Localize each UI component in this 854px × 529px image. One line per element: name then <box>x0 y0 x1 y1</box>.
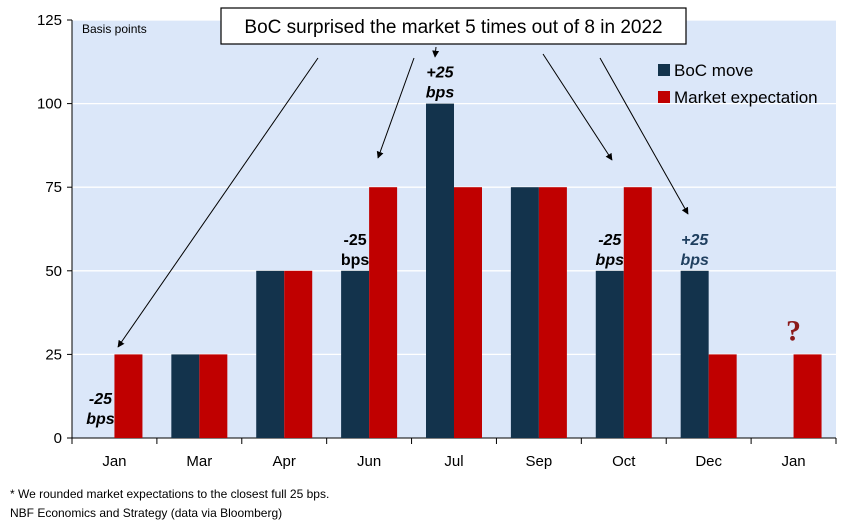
x-tick-label: Jul <box>444 453 463 470</box>
bar-market-expectation <box>369 187 398 438</box>
bps-annotation: bps <box>426 85 455 102</box>
bar-boc-move <box>256 270 285 438</box>
footnote-rounding: * We rounded market expectations to the … <box>10 487 330 501</box>
bps-annotation: bps <box>86 411 115 428</box>
legend-swatch <box>658 64 670 76</box>
bps-annotation: bps <box>596 252 625 269</box>
x-tick-label: Jan <box>781 453 805 470</box>
y-axis-label: Basis points <box>82 22 147 36</box>
y-tick-label: 50 <box>45 263 62 280</box>
bar-boc-move <box>680 270 709 438</box>
x-tick-label: Oct <box>612 453 636 470</box>
bar-boc-move <box>510 187 539 438</box>
chart-title: BoC surprised the market 5 times out of … <box>244 17 662 38</box>
x-tick-label: Dec <box>695 453 722 470</box>
annotation-arrow <box>432 46 440 58</box>
bar-market-expectation <box>623 187 652 438</box>
title-box <box>220 7 687 45</box>
y-tick-label: 25 <box>45 346 62 363</box>
bps-annotation: +25 <box>426 65 454 82</box>
footnote-source: NBF Economics and Strategy (data via Blo… <box>10 506 283 520</box>
question-mark: ? <box>786 314 801 347</box>
bar-boc-move <box>426 103 454 438</box>
bar-market-expectation <box>114 354 143 438</box>
bar-boc-move <box>595 270 624 438</box>
annotation-arrow <box>542 53 613 161</box>
bar-market-expectation <box>708 354 737 438</box>
bps-annotation: bps <box>680 252 709 269</box>
bar-market-expectation <box>454 187 482 438</box>
bar-market-expectation <box>793 354 822 438</box>
bps-annotation: bps <box>341 252 370 269</box>
y-tick-label: 125 <box>37 12 62 29</box>
bps-annotation: -25 <box>89 391 113 408</box>
bar-boc-move <box>341 270 370 438</box>
bps-annotation: -25 <box>598 232 622 249</box>
annotation-arrow <box>117 57 319 348</box>
x-tick-label: Sep <box>526 453 553 470</box>
x-tick-label: Mar <box>186 453 212 470</box>
bps-annotation: +25 <box>681 232 709 249</box>
bar-market-expectation <box>199 354 228 438</box>
y-tick-label: 75 <box>45 179 62 196</box>
legend-swatch <box>658 91 670 103</box>
y-tick-label: 0 <box>54 430 62 447</box>
bar-market-expectation <box>284 270 313 438</box>
legend-label: Market expectation <box>674 88 818 107</box>
bar-boc-move <box>171 354 200 438</box>
bar-chart: 0 25 50 75 100 125 Jan Mar Apr Jun Jul Sep Oct Dec Jan… <box>37 7 837 470</box>
x-tick-label: Apr <box>273 453 296 470</box>
annotation-arrow <box>599 57 689 215</box>
x-tick-label: Jan <box>102 453 126 470</box>
bar-market-expectation <box>538 187 567 438</box>
y-tick-label: 100 <box>37 96 62 113</box>
annotation-arrow <box>376 57 415 159</box>
bps-annotation: -25 <box>344 232 367 249</box>
legend-label: BoC move <box>674 61 753 80</box>
x-tick-label: Jun <box>357 453 381 470</box>
